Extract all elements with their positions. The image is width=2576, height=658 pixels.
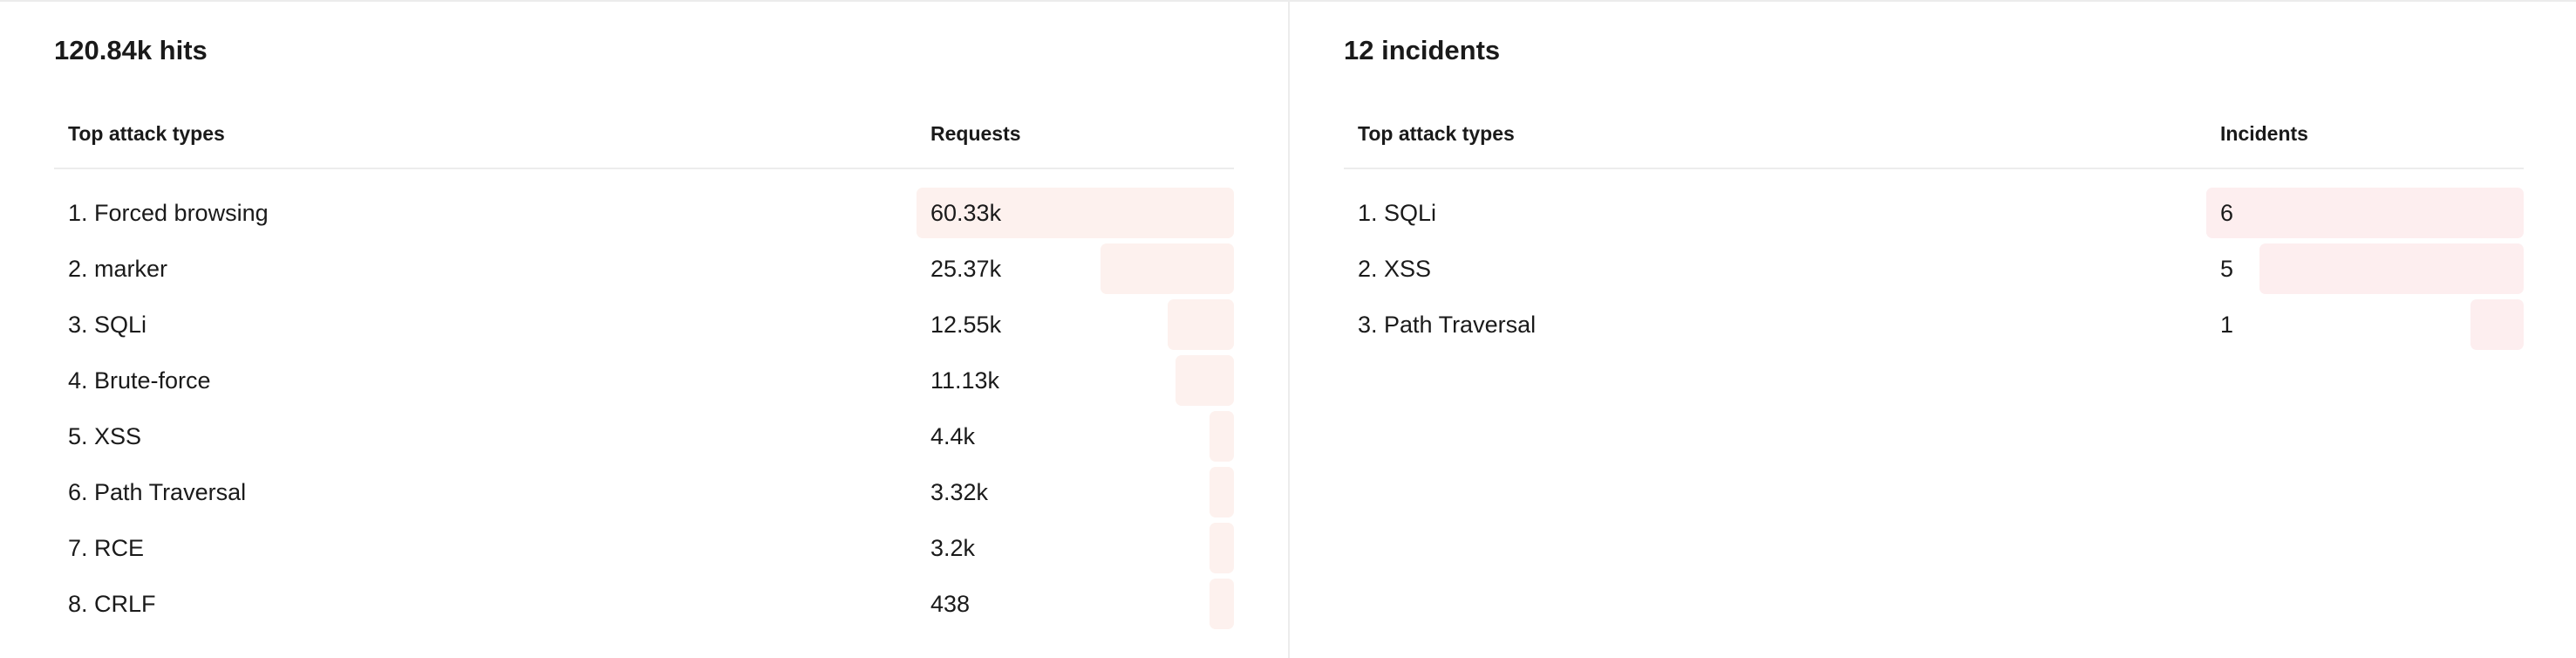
attack-type-label: 3. Path Traversal [1358,311,1537,338]
table-row[interactable]: 2. marker 25.37k [54,241,1234,297]
value-cell: 4.4k [917,411,1234,462]
value-cell: 5 [2206,243,2524,294]
value-text: 11.13k [930,367,1000,394]
value-text: 60.33k [930,199,1002,226]
incidents-column-attack-types[interactable]: Top attack types [1358,121,1515,145]
table-row[interactable]: 7. RCE 3.2k [54,520,1234,576]
value-text: 3.32k [930,478,989,505]
attack-type-label: 6. Path Traversal [68,478,247,505]
value-cell: 3.2k [917,523,1234,573]
value-cell: 3.32k [917,467,1234,517]
value-text: 25.37k [930,255,1002,282]
value-cell: 6 [2206,188,2524,238]
value-cell: 25.37k [917,243,1234,294]
value-text: 6 [2220,199,2234,226]
table-row[interactable]: 1. SQLi 6 [1344,185,2524,241]
value-cell: 60.33k [917,188,1234,238]
attack-type-label: 5. XSS [68,422,142,449]
value-cell: 12.55k [917,299,1234,350]
value-bar [1176,355,1234,406]
hits-panel: 120.84k hits Top attack types Requests 1… [0,2,1288,658]
incidents-table-header: Top attack types Incidents [1344,115,2524,169]
value-bar [1210,523,1234,573]
hits-table-header: Top attack types Requests [54,115,1234,169]
value-text: 438 [930,590,971,617]
attack-type-label: 2. XSS [1358,255,1432,282]
attack-type-label: 8. CRLF [68,590,156,617]
value-text: 1 [2220,311,2234,338]
attack-type-label: 1. SQLi [1358,199,1437,226]
attack-type-label: 1. Forced browsing [68,199,269,226]
value-bar [1168,299,1234,350]
value-cell: 1 [2206,299,2524,350]
attack-type-label: 2. marker [68,255,168,282]
table-row[interactable]: 6. Path Traversal 3.32k [54,464,1234,520]
incidents-panel: 12 incidents Top attack types Incidents … [1288,2,2576,658]
value-bar [1210,411,1234,462]
value-bar [1210,579,1234,629]
value-text: 5 [2220,255,2234,282]
value-bar [2206,188,2524,238]
hits-column-attack-types[interactable]: Top attack types [68,121,225,145]
attack-type-label: 4. Brute-force [68,367,211,394]
incidents-table: Top attack types Incidents 1. SQLi 6 2. XS… [1344,115,2524,353]
value-bar [2470,299,2524,350]
incidents-table-body: 1. SQLi 6 2. XSS 5 3. Path Traversal 1 [1344,169,2524,353]
table-row[interactable]: 8. CRLF 438 [54,576,1234,632]
hits-column-requests[interactable]: Requests [930,121,1021,145]
hits-table: Top attack types Requests 1. Forced brow… [54,115,1234,632]
incidents-column-incidents[interactable]: Incidents [2220,121,2308,145]
table-row[interactable]: 2. XSS 5 [1344,241,2524,297]
value-bar [2259,243,2524,294]
value-cell: 438 [917,579,1234,629]
value-bar [1210,467,1234,517]
table-row[interactable]: 3. SQLi 12.55k [54,297,1234,353]
value-text: 12.55k [930,311,1002,338]
table-row[interactable]: 5. XSS 4.4k [54,408,1234,464]
value-cell: 11.13k [917,355,1234,406]
value-bar [917,188,1234,238]
attack-type-label: 7. RCE [68,534,145,561]
hits-panel-title: 120.84k hits [54,35,208,65]
hits-table-body: 1. Forced browsing 60.33k 2. marker 25.37k 3… [54,169,1234,632]
table-row[interactable]: 3. Path Traversal 1 [1344,297,2524,353]
incidents-panel-title: 12 incidents [1344,35,1501,65]
value-text: 3.2k [930,534,976,561]
value-text: 4.4k [930,422,976,449]
attack-type-label: 3. SQLi [68,311,147,338]
table-row[interactable]: 1. Forced browsing 60.33k [54,185,1234,241]
value-bar [1101,243,1234,294]
table-row[interactable]: 4. Brute-force 11.13k [54,353,1234,408]
